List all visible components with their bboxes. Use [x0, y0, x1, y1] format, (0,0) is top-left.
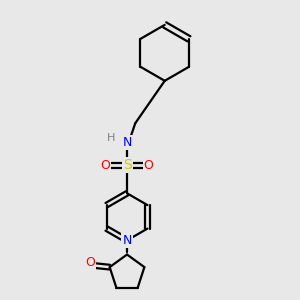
Text: H: H — [107, 133, 115, 143]
Text: O: O — [85, 256, 95, 269]
Text: N: N — [122, 234, 132, 247]
Text: N: N — [122, 136, 132, 149]
Text: O: O — [144, 159, 154, 172]
Text: O: O — [100, 159, 110, 172]
Text: S: S — [123, 158, 131, 172]
